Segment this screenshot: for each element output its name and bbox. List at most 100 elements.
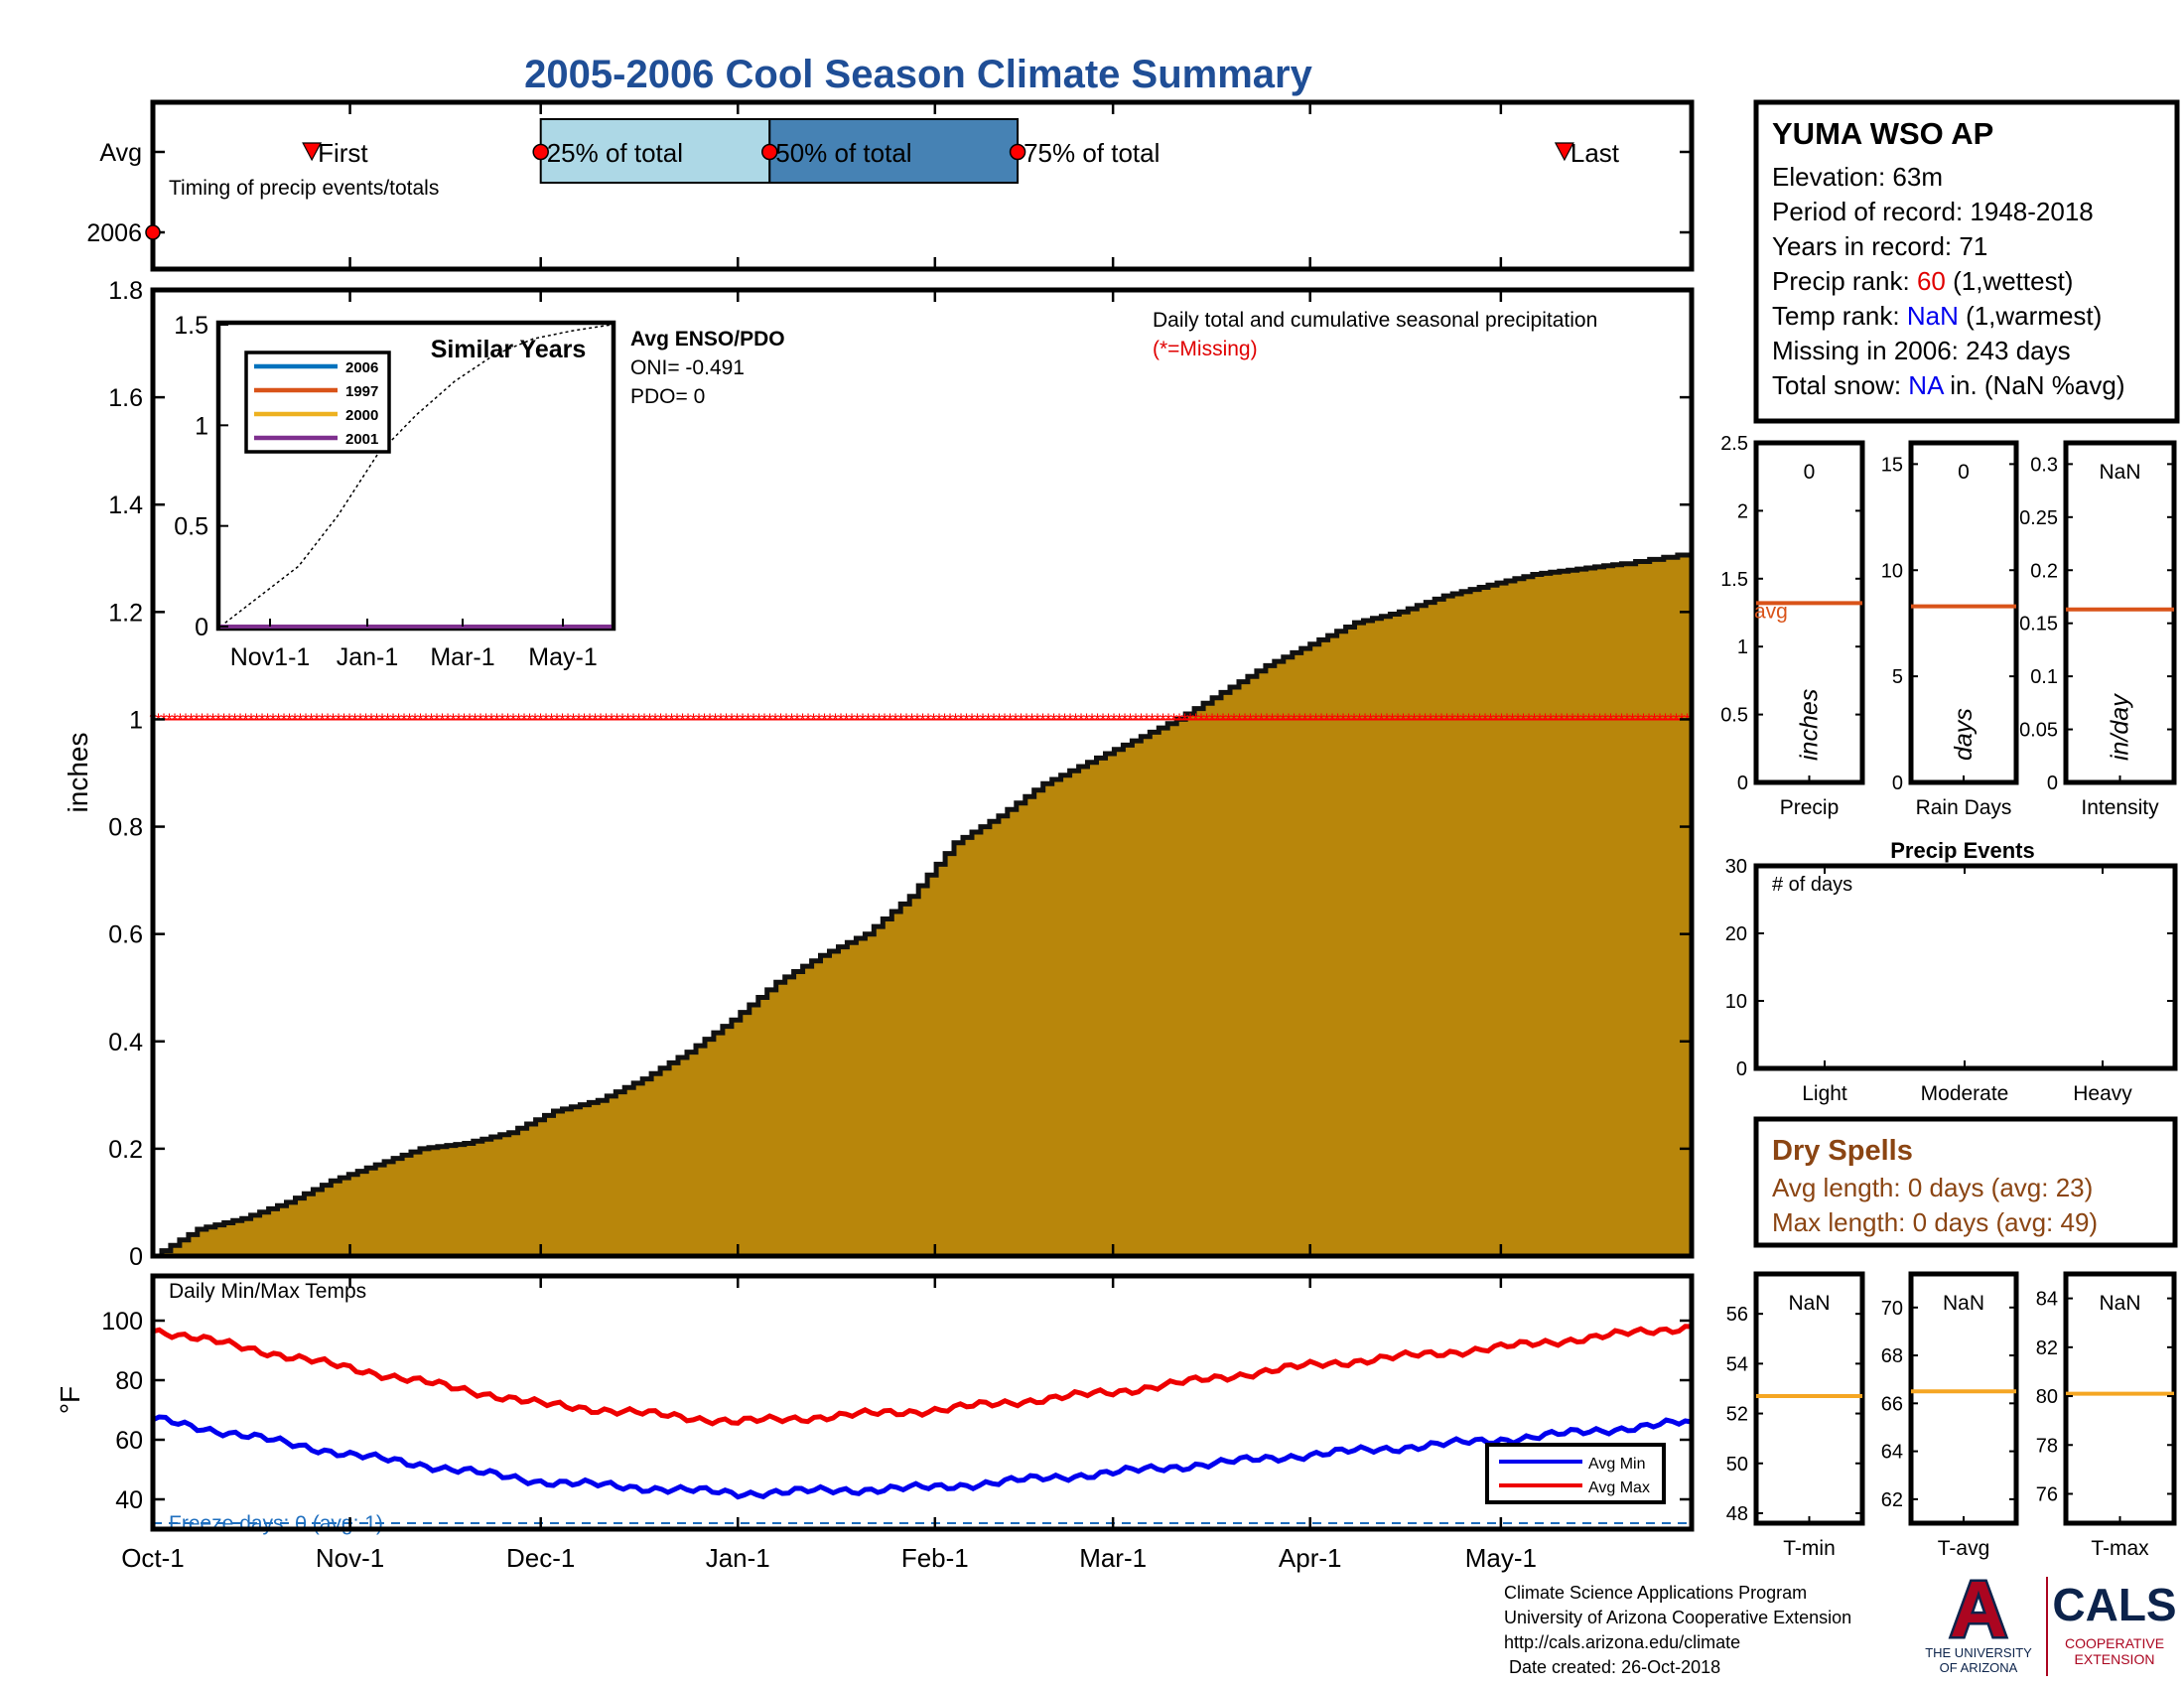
missing-marker: * bbox=[264, 710, 271, 730]
ytick-label: 62 bbox=[1881, 1489, 1903, 1511]
missing-marker: * bbox=[957, 710, 964, 730]
precip-ytick-label: 1.4 bbox=[108, 492, 143, 519]
temp-ytick-label: 100 bbox=[101, 1308, 143, 1336]
ytick-label: 64 bbox=[1881, 1442, 1903, 1464]
missing-marker: * bbox=[788, 710, 795, 730]
missing-marker: * bbox=[531, 710, 538, 730]
missing-marker: * bbox=[504, 710, 511, 730]
ytick-label: 48 bbox=[1726, 1503, 1748, 1525]
missing-marker: * bbox=[1186, 710, 1193, 730]
missing-marker: * bbox=[493, 710, 500, 730]
ytick-label: 0 bbox=[1737, 773, 1748, 794]
inset-xtick-label: May-1 bbox=[528, 643, 597, 671]
missing-marker: * bbox=[308, 710, 315, 730]
missing-marker: * bbox=[963, 710, 970, 730]
missing-marker: * bbox=[1328, 710, 1335, 730]
missing-marker: * bbox=[1088, 710, 1095, 730]
missing-marker: * bbox=[520, 710, 527, 730]
timing-marker-label: 25% of total bbox=[547, 138, 683, 168]
missing-marker: * bbox=[1181, 710, 1188, 730]
inset-xtick-label: Mar-1 bbox=[430, 643, 494, 671]
missing-marker: * bbox=[745, 710, 751, 730]
missing-marker: * bbox=[1241, 710, 1248, 730]
missing-marker: * bbox=[1028, 710, 1035, 730]
timing-circle-marker bbox=[1009, 143, 1026, 161]
legend-label-2006: 2006 bbox=[345, 359, 378, 376]
precip-x-ticks bbox=[151, 290, 1503, 1256]
missing-marker: * bbox=[444, 710, 451, 730]
quartile-box-25-50 bbox=[539, 118, 771, 184]
missing-marker: * bbox=[1361, 710, 1368, 730]
missing-marker: * bbox=[1350, 710, 1357, 730]
missing-marker: * bbox=[930, 710, 937, 730]
missing-marker: * bbox=[985, 710, 992, 730]
missing-marker: * bbox=[1569, 710, 1575, 730]
x-axis-label: May-1 bbox=[1465, 1543, 1537, 1573]
missing-marker: * bbox=[777, 710, 784, 730]
missing-marker: * bbox=[291, 710, 298, 730]
missing-marker: * bbox=[1481, 710, 1488, 730]
ytick-label: 70 bbox=[1881, 1298, 1903, 1320]
ytick-label: 0 bbox=[1892, 773, 1903, 794]
missing-marker: * bbox=[1066, 710, 1073, 730]
missing-marker: * bbox=[466, 710, 473, 730]
temp-ytick-label: 40 bbox=[115, 1486, 143, 1514]
missing-marker: * bbox=[1465, 710, 1472, 730]
missing-marker: * bbox=[1094, 710, 1101, 730]
missing-marker: * bbox=[356, 710, 363, 730]
missing-marker: * bbox=[1269, 710, 1276, 730]
missing-marker: * bbox=[1416, 710, 1423, 730]
panel-label: T-max bbox=[2091, 1537, 2149, 1560]
missing-marker: * bbox=[614, 710, 620, 730]
temp-ytick-label: 60 bbox=[115, 1427, 143, 1455]
missing-marker: * bbox=[821, 710, 828, 730]
temps-title: Daily Min/Max Temps bbox=[169, 1280, 366, 1303]
similar-years-legend bbox=[244, 351, 391, 454]
missing-marker: * bbox=[815, 710, 822, 730]
missing-marker: * bbox=[734, 710, 741, 730]
missing-marker: * bbox=[924, 710, 931, 730]
missing-marker: * bbox=[597, 710, 604, 730]
precip-panel: ****************************************… bbox=[63, 277, 1695, 1271]
inset-ytick-label: 1 bbox=[195, 412, 208, 440]
missing-marker: * bbox=[1296, 710, 1302, 730]
missing-marker: * bbox=[553, 710, 560, 730]
missing-marker: * bbox=[1033, 710, 1040, 730]
temps-y-label: °F bbox=[55, 1386, 85, 1414]
missing-marker: * bbox=[996, 710, 1003, 730]
missing-marker: * bbox=[581, 710, 588, 730]
legend-label-2001: 2001 bbox=[345, 431, 378, 448]
missing-marker: * bbox=[1427, 710, 1433, 730]
missing-marker: * bbox=[297, 710, 304, 730]
missing-marker: * bbox=[608, 710, 614, 730]
station-period: Period of record: 1948-2018 bbox=[1772, 197, 2094, 226]
missing-marker: * bbox=[1394, 710, 1401, 730]
missing-marker: * bbox=[1651, 710, 1658, 730]
missing-marker: * bbox=[564, 710, 571, 730]
precip-events-axes: 0 10 20 30 Light Moderate Heavy bbox=[1725, 856, 2175, 1105]
missing-marker: * bbox=[1018, 710, 1024, 730]
missing-marker: * bbox=[477, 710, 483, 730]
missing-marker: * bbox=[1236, 710, 1243, 730]
bar-panel-precip: 0 0.5 1 1.5 2 2.5 0 Precip inches avg bbox=[1720, 433, 1865, 819]
missing-marker: * bbox=[1459, 710, 1466, 730]
ytick-label: 56 bbox=[1726, 1304, 1748, 1326]
missing-marker: * bbox=[1542, 710, 1549, 730]
dry-spells-box: Dry Spells Avg length: 0 days (avg: 23) … bbox=[1753, 1116, 2178, 1248]
missing-marker: * bbox=[214, 710, 221, 730]
ytick-label: 0.15 bbox=[2019, 614, 2058, 635]
missing-marker: * bbox=[1044, 710, 1051, 730]
missing-marker: * bbox=[509, 710, 516, 730]
events-ytick-label: 30 bbox=[1725, 856, 1747, 878]
missing-marker: * bbox=[771, 710, 778, 730]
missing-marker: * bbox=[231, 710, 238, 730]
missing-marker: * bbox=[1334, 710, 1341, 730]
legend-label-max: Avg Max bbox=[1588, 1479, 1650, 1496]
timing-row-label-avg: Avg bbox=[99, 139, 142, 167]
missing-marker: * bbox=[1154, 710, 1160, 730]
missing-marker: * bbox=[1443, 710, 1450, 730]
missing-marker: * bbox=[242, 710, 249, 730]
missing-marker: * bbox=[1192, 710, 1199, 730]
timing-triangle-marker bbox=[1554, 142, 1574, 162]
